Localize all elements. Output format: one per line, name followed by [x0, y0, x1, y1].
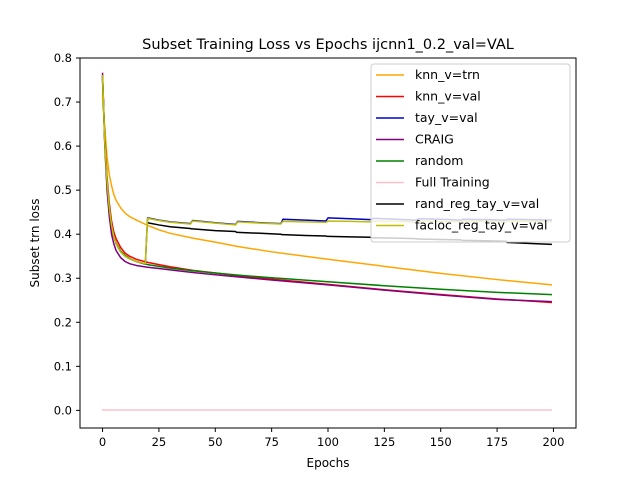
- y-tick-label: 0.3: [54, 271, 72, 285]
- y-axis-label: Subset trn loss: [28, 198, 42, 287]
- x-axis-label: Epochs: [307, 456, 350, 470]
- legend: knn_v=trn knn_v=val tay_v=val CRAIG random Fu…: [370, 63, 571, 243]
- x-tick-label: 200: [542, 435, 564, 449]
- legend-label-0: knn_v=trn: [415, 67, 480, 82]
- legend-label-7: facloc_reg_tay_v=val: [415, 218, 548, 233]
- y-axis: 0.0 0.1 0.2 0.3 0.4 0.5 0.6 0.7 0.8: [54, 51, 80, 417]
- y-tick-label: 0.0: [54, 403, 72, 417]
- y-tick-label: 0.4: [54, 227, 72, 241]
- x-tick-label: 75: [264, 435, 279, 449]
- x-tick-label: 100: [317, 435, 339, 449]
- x-tick-label: 175: [486, 435, 508, 449]
- x-tick-label: 50: [208, 435, 223, 449]
- y-tick-label: 0.8: [54, 51, 72, 65]
- y-tick-label: 0.6: [54, 139, 72, 153]
- x-tick-label: 150: [430, 435, 452, 449]
- y-tick-label: 0.5: [54, 183, 72, 197]
- series-line-3: [101, 72, 552, 303]
- x-axis: 0 25 50 75 100 125 150 175 200: [99, 428, 564, 449]
- x-tick-label: 25: [152, 435, 167, 449]
- legend-label-6: rand_reg_tay_v=val: [415, 196, 539, 211]
- legend-label-2: tay_v=val: [415, 110, 478, 125]
- legend-box: [370, 63, 571, 243]
- legend-label-1: knn_v=val: [415, 89, 481, 104]
- legend-label-4: random: [415, 153, 463, 168]
- x-tick-label: 0: [99, 435, 106, 449]
- y-tick-label: 0.1: [54, 359, 72, 373]
- x-tick-label: 125: [373, 435, 395, 449]
- legend-label-5: Full Training: [415, 175, 490, 190]
- legend-label-3: CRAIG: [415, 132, 454, 147]
- chart-title: Subset Training Loss vs Epochs ijcnn1_0.…: [142, 37, 514, 53]
- y-tick-label: 0.2: [54, 315, 72, 329]
- y-tick-label: 0.7: [54, 95, 72, 109]
